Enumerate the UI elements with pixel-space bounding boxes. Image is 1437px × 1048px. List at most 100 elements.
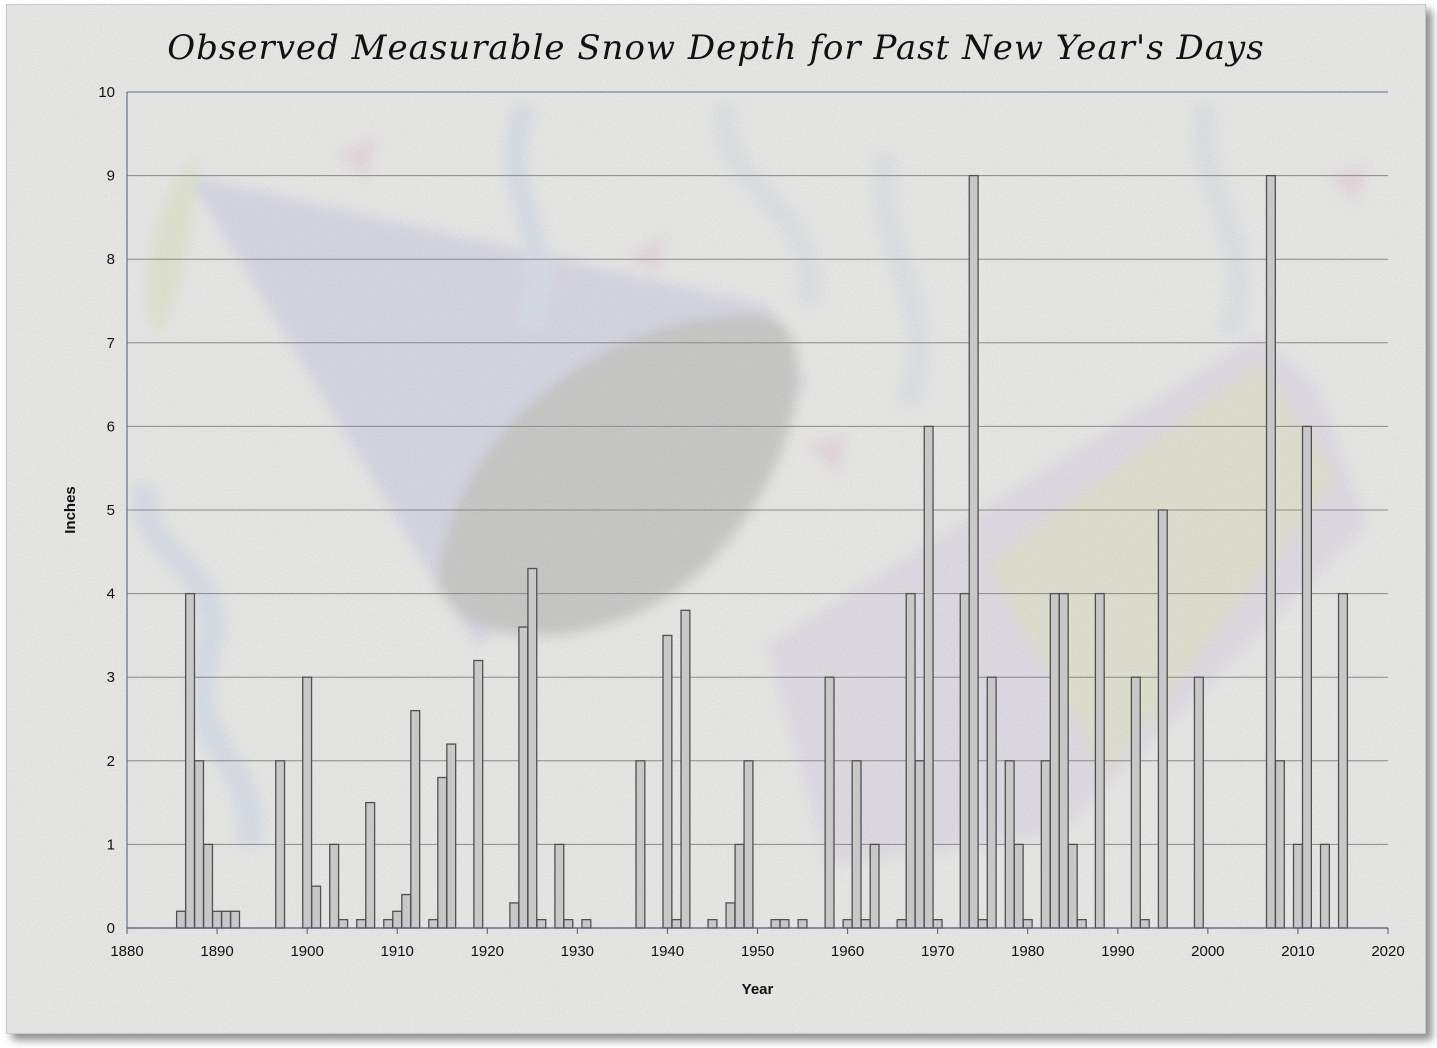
bar-1928 (554, 843, 565, 929)
bar-1915 (437, 776, 448, 929)
y-axis-title: Inches (62, 486, 79, 534)
bar-2008 (1274, 760, 1285, 929)
bar-1941 (671, 918, 682, 929)
bar-1919 (473, 659, 484, 929)
bar-1958 (824, 676, 835, 929)
bar-1901 (311, 885, 322, 929)
x-tick-label: 1930 (561, 943, 594, 960)
bar-1952 (770, 918, 781, 929)
x-tick-label: 1890 (200, 943, 233, 960)
x-tick-label: 1960 (831, 943, 864, 960)
bar-1992 (1130, 676, 1141, 929)
y-tick-label: 5 (107, 502, 115, 519)
x-tick-label: 1950 (741, 943, 774, 960)
bar-2007 (1265, 174, 1276, 929)
bar-1914 (428, 918, 439, 929)
bar-1903 (329, 843, 340, 929)
bar-1890 (212, 910, 223, 929)
bar-1926 (536, 918, 547, 929)
x-tick-label: 1940 (651, 943, 684, 960)
bar-1966 (896, 918, 907, 929)
bar-1929 (563, 918, 574, 929)
bar-1909 (383, 918, 394, 929)
x-tick-label: 1910 (381, 943, 414, 960)
bar-1891 (221, 910, 232, 929)
y-tick-label: 10 (98, 84, 115, 101)
bar-1945 (707, 918, 718, 929)
bar-1947 (725, 902, 736, 929)
bar-1975 (977, 918, 988, 929)
bar-2011 (1301, 425, 1312, 929)
y-tick-label: 0 (107, 920, 115, 937)
bar-1986 (1076, 918, 1087, 929)
bar-1924 (518, 626, 529, 929)
bar-1993 (1139, 918, 1150, 929)
bar-1970 (932, 918, 943, 929)
y-tick-label: 4 (107, 586, 115, 603)
x-tick-label: 2020 (1371, 943, 1404, 960)
x-tick-label: 1970 (921, 943, 954, 960)
y-tick-label: 2 (107, 753, 115, 770)
x-tick-label: 1990 (1101, 943, 1134, 960)
bar-1979 (1013, 843, 1024, 929)
bar-1978 (1004, 760, 1015, 929)
bar-1937 (635, 760, 646, 929)
y-tick-label: 3 (107, 669, 115, 686)
bar-1888 (193, 760, 205, 929)
x-tick-label: 2010 (1281, 943, 1314, 960)
bar-1892 (230, 910, 241, 929)
y-tick-label: 8 (107, 251, 115, 268)
y-tick-label: 1 (107, 836, 115, 853)
bar-1967 (905, 592, 916, 929)
bar-1988 (1094, 592, 1105, 929)
x-tick-label: 1920 (471, 943, 504, 960)
bar-1962 (860, 918, 871, 929)
bar-1973 (959, 592, 970, 929)
bar-1974 (968, 174, 979, 929)
bar-1983 (1049, 592, 1060, 929)
bar-1887 (184, 592, 196, 929)
bar-1916 (446, 743, 457, 929)
texture-overlay (7, 5, 1425, 1033)
bar-1953 (779, 918, 790, 929)
bar-1984 (1058, 592, 1069, 929)
bar-1906 (356, 918, 367, 929)
bar-1910 (392, 910, 403, 929)
bar-1912 (410, 709, 421, 929)
bar-2013 (1319, 843, 1331, 929)
y-tick-label: 9 (107, 168, 115, 185)
bar-1963 (869, 843, 880, 929)
bar-1955 (797, 918, 808, 929)
bar-1886 (175, 910, 187, 929)
bar-1911 (401, 893, 412, 929)
bar-1948 (734, 843, 745, 929)
y-tick-label: 7 (107, 335, 115, 352)
chart-frame: 0 1 2 3 4 5 6 7 8 9 10 1880 1890 1900 1910 1920 1930 1940… (6, 4, 1426, 1034)
y-tick-label: 6 (107, 418, 115, 435)
bar-1942 (680, 609, 691, 929)
bar-1999 (1193, 676, 1204, 929)
bar-1940 (662, 634, 673, 929)
bar-1925 (527, 567, 538, 929)
x-tick-label: 2000 (1191, 943, 1224, 960)
x-axis-title: Year (742, 981, 774, 998)
chart-title: Observed Measurable Snow Depth for Past … (167, 28, 1264, 68)
x-tick-label: 1980 (1011, 943, 1044, 960)
bar-1923 (509, 902, 520, 929)
bar-1969 (923, 425, 934, 929)
bar-2015 (1337, 592, 1349, 929)
bar-1900 (302, 676, 313, 929)
bar-1907 (365, 801, 376, 929)
bar-1960 (842, 918, 853, 929)
bar-2010 (1292, 843, 1303, 929)
bar-1889 (203, 843, 214, 929)
bar-1961 (851, 760, 862, 929)
bar-1931 (581, 918, 592, 929)
x-tick-label: 1880 (110, 943, 143, 960)
bar-1904 (338, 918, 349, 929)
bar-1995 (1157, 509, 1168, 929)
bar-1985 (1067, 843, 1078, 929)
chart-canvas: 0 1 2 3 4 5 6 7 8 9 10 1880 1890 1900 1910 1920 1930 1940… (7, 5, 1425, 1033)
bar-1968 (914, 760, 925, 929)
bar-1949 (743, 760, 754, 929)
